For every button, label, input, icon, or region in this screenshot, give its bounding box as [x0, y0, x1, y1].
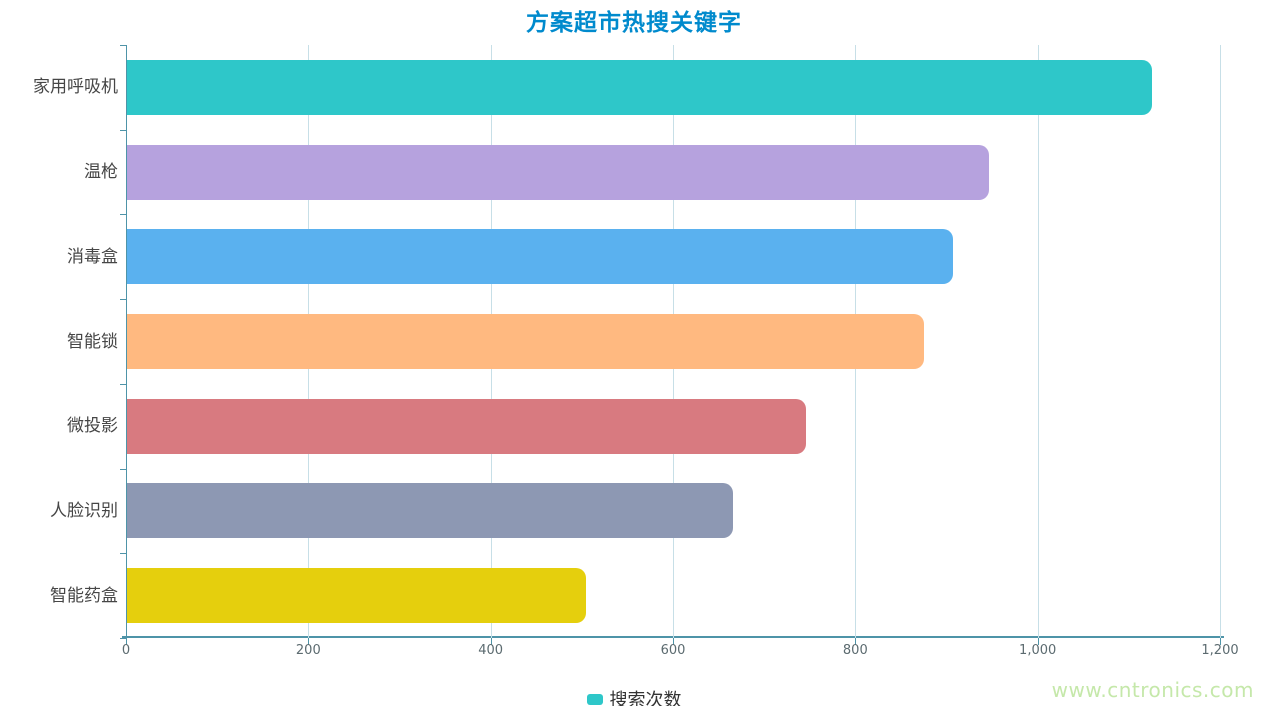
plot-area [120, 45, 1224, 645]
y-axis-line [126, 45, 127, 638]
y-axis-tick-5 [120, 468, 126, 470]
legend-marker-icon [586, 693, 603, 705]
legend-label: 搜索次数 [609, 690, 682, 706]
x-axis-tick-200 [308, 638, 310, 645]
gridline-x-1200 [1220, 45, 1221, 638]
x-axis-tick-0 [126, 638, 127, 645]
bar-家用呼吸机[interactable] [127, 59, 1152, 115]
y-axis-tick-6 [120, 553, 126, 555]
y-axis-tick-7 [120, 638, 126, 639]
bar-人脸识别[interactable] [127, 483, 734, 539]
gridline-x-1000 [1037, 45, 1039, 638]
x-axis-tick-800 [855, 638, 857, 645]
x-axis-labels: 0 200 400 600 800 1,000 1,200 [122, 643, 1239, 663]
x-tick-label-600: 600 [660, 643, 686, 658]
category-label-人脸识别: 人脸识别 [50, 500, 118, 521]
x-tick-label-1000: 1,000 [1019, 643, 1057, 658]
y-axis-tick-0 [120, 45, 126, 46]
bar-智能药盒[interactable] [127, 568, 586, 624]
category-label-温枪: 温枪 [84, 162, 118, 183]
y-axis-tick-4 [120, 383, 126, 385]
y-axis-tick-1 [120, 129, 126, 131]
x-tick-label-1200: 1,200 [1201, 643, 1239, 658]
x-axis-tick-600 [673, 638, 674, 645]
x-axis-tick-1200 [1220, 638, 1221, 645]
x-tick-label-400: 400 [478, 643, 504, 658]
bar-消毒盒[interactable] [127, 229, 953, 285]
y-axis-labels: 家用呼吸机温枪消毒盒智能锁微投影人脸识别智能药盒 [0, 45, 118, 638]
category-label-微投影: 微投影 [67, 416, 118, 437]
y-axis-tick-2 [120, 214, 126, 216]
bar-微投影[interactable] [127, 398, 807, 454]
y-axis-tick-3 [120, 299, 126, 301]
category-label-智能锁: 智能锁 [67, 331, 118, 352]
category-label-智能药盒: 智能药盒 [50, 585, 118, 606]
bar-智能锁[interactable] [127, 314, 924, 369]
legend-item-search-count[interactable]: 搜索次数 [0, 686, 1268, 706]
category-label-家用呼吸机: 家用呼吸机 [33, 77, 118, 98]
x-axis-tick-400 [490, 638, 492, 645]
chart-title: 方案超市热搜关键字 [526, 10, 742, 36]
watermark-text: www.cntronics.com [1051, 678, 1254, 702]
x-tick-label-200: 200 [295, 643, 321, 658]
bar-温枪[interactable] [127, 144, 989, 200]
x-axis-tick-1000 [1037, 638, 1039, 645]
x-tick-label-800: 800 [842, 643, 868, 658]
x-tick-label-0: 0 [121, 643, 131, 658]
category-label-消毒盒: 消毒盒 [67, 246, 118, 267]
